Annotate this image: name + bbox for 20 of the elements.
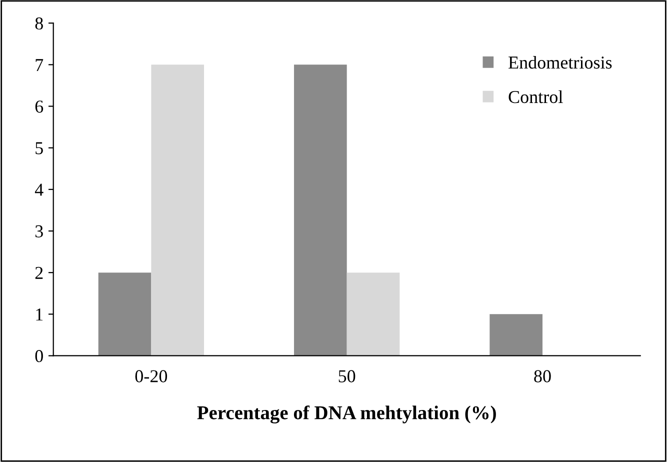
bar	[294, 64, 347, 356]
y-tick-label: 7	[36, 59, 44, 71]
y-tick-label: 6	[35, 100, 44, 113]
y-tick-label: 3	[35, 225, 43, 238]
x-tick-label: 50	[338, 370, 356, 382]
y-tick-label: 5	[36, 142, 43, 154]
x-tick-label: 80	[534, 370, 551, 382]
legend-label: Endometriosis	[508, 56, 612, 69]
y-tick-label: 0	[35, 350, 43, 362]
y-tick-label: 8	[35, 17, 43, 30]
bar	[151, 64, 204, 356]
bar	[346, 272, 400, 356]
y-tick-label: 1	[36, 308, 43, 320]
x-tick-label: 0-20	[135, 370, 168, 382]
bar	[490, 314, 542, 356]
x-axis-title: Percentage of DNA mehtylation (%)	[197, 405, 496, 424]
y-tick-label: 2	[35, 266, 43, 279]
y-tick-label: 4	[34, 184, 44, 196]
legend-label: Control	[508, 90, 563, 104]
bar	[98, 272, 152, 356]
